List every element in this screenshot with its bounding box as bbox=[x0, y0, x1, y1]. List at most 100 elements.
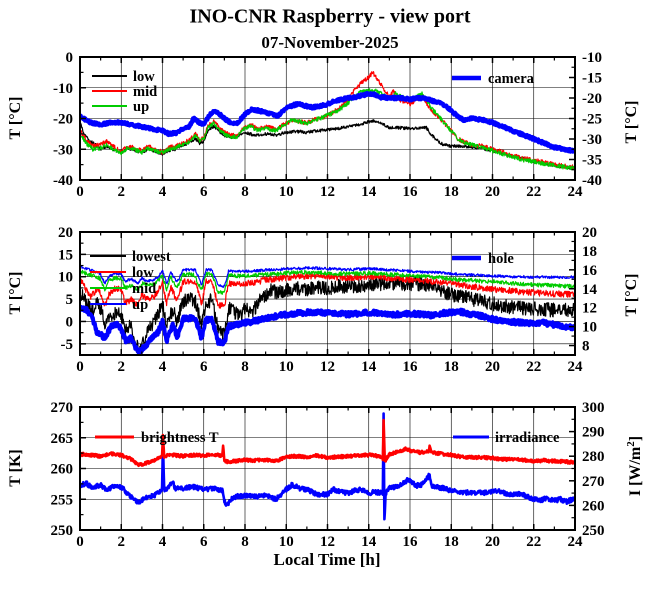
legend-label-irradiance: irradiance bbox=[495, 430, 560, 446]
irradiance-unit-prefix: I [W/m bbox=[627, 446, 645, 497]
left-tick-label: 265 bbox=[51, 431, 74, 447]
x-tick-label: 8 bbox=[241, 534, 249, 550]
x-tick-label: 18 bbox=[444, 359, 459, 375]
x-tick-label: 8 bbox=[241, 359, 249, 375]
x-tick-label: 14 bbox=[361, 359, 377, 375]
x-tick-label: 6 bbox=[200, 184, 208, 200]
x-tick-label: 22 bbox=[526, 359, 541, 375]
x-tick-label: 24 bbox=[568, 359, 584, 375]
x-tick-label: 10 bbox=[279, 534, 294, 550]
x-axis-label: Local Time [h] bbox=[273, 550, 381, 569]
right-tick-label: -20 bbox=[582, 91, 602, 107]
series-low bbox=[80, 272, 575, 309]
left-tick-label: 260 bbox=[51, 462, 74, 478]
left-tick-label: 15 bbox=[58, 247, 73, 263]
left-axis-label-middle: T [°C] bbox=[7, 271, 24, 315]
right-tick-label: 16 bbox=[582, 263, 598, 279]
legend-label-low: low bbox=[133, 69, 155, 85]
left-tick-label: -5 bbox=[61, 337, 74, 353]
right-tick-label: 280 bbox=[582, 449, 605, 465]
x-tick-label: 2 bbox=[118, 359, 126, 375]
series-hole bbox=[80, 304, 575, 355]
x-tick-label: 22 bbox=[526, 184, 541, 200]
x-tick-label: 18 bbox=[444, 184, 459, 200]
x-tick-label: 10 bbox=[279, 359, 294, 375]
right-tick-label: 14 bbox=[582, 282, 598, 298]
chart-title: INO-CNR Raspberry - view port bbox=[189, 5, 471, 28]
x-tick-label: 0 bbox=[76, 184, 84, 200]
left-axis-label-top: T [°C] bbox=[7, 96, 24, 140]
x-tick-label: 12 bbox=[320, 184, 335, 200]
x-tick-label: 14 bbox=[361, 184, 377, 200]
right-tick-label: -30 bbox=[582, 132, 602, 148]
right-tick-label: -15 bbox=[582, 71, 602, 87]
x-tick-label: 0 bbox=[76, 534, 84, 550]
left-tick-label: -30 bbox=[53, 142, 73, 158]
legend-label-brightness-T: brightness T bbox=[141, 430, 219, 446]
x-tick-label: 2 bbox=[118, 534, 126, 550]
right-tick-label: -25 bbox=[582, 112, 602, 128]
left-tick-label: 20 bbox=[58, 225, 73, 241]
x-tick-label: 22 bbox=[526, 534, 541, 550]
left-tick-label: 250 bbox=[51, 523, 74, 539]
left-tick-label: 0 bbox=[66, 314, 74, 330]
legend-label-mid: mid bbox=[133, 84, 157, 100]
x-tick-label: 24 bbox=[568, 184, 584, 200]
series-up bbox=[80, 265, 575, 289]
x-tick-label: 4 bbox=[159, 184, 167, 200]
x-tick-label: 14 bbox=[361, 534, 377, 550]
left-tick-label: 255 bbox=[51, 492, 74, 508]
right-tick-label: 290 bbox=[582, 425, 605, 441]
right-tick-label: -40 bbox=[582, 173, 602, 189]
series-group bbox=[80, 70, 575, 171]
x-tick-label: 20 bbox=[485, 359, 500, 375]
x-tick-label: 16 bbox=[403, 534, 419, 550]
x-tick-label: 4 bbox=[159, 359, 167, 375]
right-axis-label-bottom: I [W/m2] bbox=[625, 436, 645, 496]
legend-label-up: up bbox=[133, 99, 149, 115]
right-axis-label-top: T [°C] bbox=[623, 100, 640, 144]
legend-label-camera: camera bbox=[488, 71, 535, 87]
right-tick-label: 10 bbox=[582, 320, 597, 336]
x-tick-label: 2 bbox=[118, 184, 126, 200]
x-tick-label: 16 bbox=[403, 359, 419, 375]
series-group bbox=[80, 412, 575, 521]
x-tick-label: 16 bbox=[403, 184, 419, 200]
x-tick-label: 12 bbox=[320, 359, 335, 375]
right-tick-label: 270 bbox=[582, 474, 605, 490]
right-tick-label: 260 bbox=[582, 498, 605, 514]
x-tick-label: 18 bbox=[444, 534, 459, 550]
x-tick-label: 6 bbox=[200, 359, 208, 375]
series-camera bbox=[80, 90, 575, 154]
right-tick-label: 20 bbox=[582, 225, 597, 241]
left-tick-label: 0 bbox=[66, 50, 74, 66]
series-group bbox=[80, 265, 575, 355]
left-tick-label: -20 bbox=[53, 112, 73, 128]
x-tick-label: 20 bbox=[485, 534, 500, 550]
chart-subtitle: 07-November-2025 bbox=[261, 33, 399, 52]
right-tick-label: 300 bbox=[582, 400, 605, 416]
x-tick-label: 8 bbox=[241, 184, 249, 200]
right-tick-label: 12 bbox=[582, 301, 597, 317]
left-axis-label-bottom: T [K] bbox=[7, 449, 24, 487]
series-up bbox=[80, 88, 575, 171]
right-tick-label: -10 bbox=[582, 50, 602, 66]
right-tick-label: 18 bbox=[582, 244, 597, 260]
x-tick-label: 12 bbox=[320, 534, 335, 550]
left-tick-label: -40 bbox=[53, 173, 73, 189]
left-tick-label: 5 bbox=[66, 292, 74, 308]
irradiance-unit-suffix: ] bbox=[627, 435, 645, 442]
legend-label-lowest: lowest bbox=[132, 249, 171, 265]
series-irradiance bbox=[80, 412, 575, 521]
legend-label-low: low bbox=[132, 265, 154, 281]
x-tick-label: 0 bbox=[76, 359, 84, 375]
left-tick-label: 270 bbox=[51, 400, 74, 416]
series-brightness-T bbox=[80, 418, 575, 468]
right-tick-label: 8 bbox=[582, 339, 590, 355]
right-axis-label-middle: T [°C] bbox=[623, 273, 640, 317]
x-tick-label: 20 bbox=[485, 184, 500, 200]
x-tick-label: 24 bbox=[568, 534, 584, 550]
x-tick-label: 4 bbox=[159, 534, 167, 550]
